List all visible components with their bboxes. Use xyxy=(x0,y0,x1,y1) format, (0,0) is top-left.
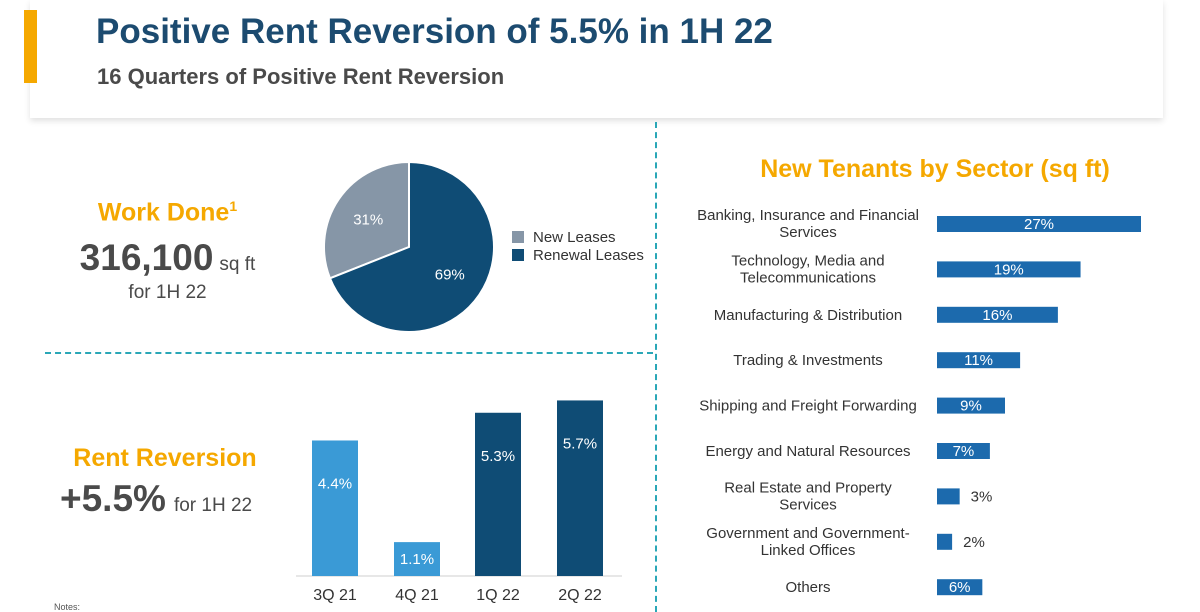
category-label-others: Others xyxy=(785,579,830,596)
legend-label-new-leases: New Leases xyxy=(533,228,616,246)
category-line: Real Estate and Property xyxy=(724,479,892,496)
notes-label: Notes: xyxy=(54,602,81,612)
category-line: Banking, Insurance and Financial xyxy=(697,207,919,224)
bar-label-real-estate-and-property-services: 3% xyxy=(971,488,993,505)
work-done-unit: sq ft xyxy=(219,254,256,275)
bar-label-energy-and-natural-resources: 7% xyxy=(953,443,975,460)
x-tick-1q-22: 1Q 22 xyxy=(476,587,520,604)
category-line: Shipping and Freight Forwarding xyxy=(699,398,917,415)
bar-government-and-government-linked-offices xyxy=(937,533,953,550)
bar-real-estate-and-property-services xyxy=(937,488,960,505)
work-done-number: 316,100 xyxy=(79,237,214,278)
bar-trading-investments xyxy=(937,352,1021,369)
category-line: Government and Government- xyxy=(706,525,909,542)
category-label-real-estate-and-property-services: Real Estate and Property Services xyxy=(724,479,892,513)
x-tick-3q-21: 3Q 21 xyxy=(313,587,357,604)
bar-manufacturing-distribution xyxy=(937,306,1058,323)
bar-label-government-and-government-linked-offices: 2% xyxy=(963,534,985,551)
category-line: Linked Offices xyxy=(761,542,856,559)
category-line: Trading & Investments xyxy=(733,352,883,369)
pie-legend: New Leases Renewal Leases xyxy=(512,228,644,264)
page-title: Positive Rent Reversion of 5.5% in 1H 22 xyxy=(96,12,773,51)
page-subtitle: 16 Quarters of Positive Rent Reversion xyxy=(97,64,505,89)
pie-label-new-leases: 31% xyxy=(353,211,383,228)
work-done-title-text: Work Done xyxy=(97,198,230,227)
bar-2q-22 xyxy=(557,400,603,576)
category-label-shipping-and-freight-forwarding: Shipping and Freight Forwarding xyxy=(699,398,917,415)
rent-reversion-bar-chart: 4.4% 3Q 21 1.1% 4Q 21 5.3% 1Q 22 5.7% 2Q 22 xyxy=(296,400,622,604)
lease-pie-chart: 31% 69% xyxy=(323,160,495,333)
legend-swatch-renewal-leases xyxy=(512,249,524,261)
accent-bar xyxy=(24,10,37,83)
category-line: Energy and Natural Resources xyxy=(705,443,910,460)
category-label-energy-and-natural-resources: Energy and Natural Resources xyxy=(705,443,910,460)
category-label-manufacturing-distribution: Manufacturing & Distribution xyxy=(714,307,902,324)
bar-label-technology-media-and-telecommunications: 19% xyxy=(994,261,1024,278)
bar-technology-media-and-telecommunications xyxy=(937,261,1081,278)
bar-label-3q-21: 4.4% xyxy=(318,475,352,492)
category-label-banking-insurance-and-financial-services: Banking, Insurance and Financial Services xyxy=(697,207,919,241)
category-line: Manufacturing & Distribution xyxy=(714,307,902,324)
legend-label-renewal-leases: Renewal Leases xyxy=(533,246,644,264)
rent-reversion-value: +5.5% for 1H 22 xyxy=(60,478,252,520)
pie-slice-renewal-leases xyxy=(328,160,495,333)
pie-label-renewal-leases: 69% xyxy=(435,267,465,284)
category-line: Services xyxy=(779,496,837,513)
rent-reversion-number: +5.5% xyxy=(60,478,166,519)
rent-reversion-title: Rent Reversion xyxy=(73,444,257,472)
footnote-mark: 1 xyxy=(229,198,238,214)
category-line: Services xyxy=(779,224,837,241)
bar-others xyxy=(937,579,983,596)
category-label-technology-media-and-telecommunications: Technology, Media and Telecommunications xyxy=(731,252,884,286)
bar-shipping-and-freight-forwarding xyxy=(937,397,1005,414)
bar-label-manufacturing-distribution: 16% xyxy=(982,307,1012,324)
rent-reversion-period: for 1H 22 xyxy=(173,495,253,516)
bar-banking-insurance-and-financial-services xyxy=(937,216,1141,232)
legend-item-new-leases: New Leases xyxy=(512,228,644,246)
category-label-government-and-government-linked-offices: Government and Government-Linked Offices xyxy=(706,525,909,559)
work-done-title: Work Done1 xyxy=(70,198,265,227)
bar-label-banking-insurance-and-financial-services: 27% xyxy=(1024,216,1054,233)
bar-label-1q-22: 5.3% xyxy=(481,448,515,465)
bar-label-4q-21: 1.1% xyxy=(400,551,434,568)
category-line: Others xyxy=(785,579,830,596)
x-tick-2q-22: 2Q 22 xyxy=(558,587,602,604)
bar-label-2q-22: 5.7% xyxy=(563,435,597,452)
work-done-period: for 1H 22 xyxy=(128,282,207,303)
category-line: Telecommunications xyxy=(740,269,876,286)
legend-item-renewal-leases: Renewal Leases xyxy=(512,246,644,264)
bar-1q-22 xyxy=(475,412,521,576)
bar-label-others: 6% xyxy=(949,579,971,596)
sector-bar-chart: 27%Banking, Insurance and Financial Servi… xyxy=(697,207,1141,596)
bar-label-shipping-and-freight-forwarding: 9% xyxy=(960,398,982,415)
header-panel xyxy=(30,0,1163,118)
legend-swatch-new-leases xyxy=(512,231,524,243)
horizontal-divider xyxy=(45,352,653,354)
x-tick-4q-21: 4Q 21 xyxy=(395,587,439,604)
bar-3q-21 xyxy=(312,440,358,576)
vertical-divider xyxy=(655,122,657,612)
bar-energy-and-natural-resources xyxy=(937,443,990,459)
bar-4q-21 xyxy=(394,542,440,576)
pie-slice-new-leases xyxy=(323,160,410,280)
work-done-value: 316,100 sq ft xyxy=(60,237,275,279)
category-label-trading-investments: Trading & Investments xyxy=(733,352,883,369)
sector-chart-title: New Tenants by Sector (sq ft) xyxy=(760,155,1110,183)
bar-label-trading-investments: 11% xyxy=(964,352,993,369)
category-line: Technology, Media and xyxy=(731,252,884,269)
